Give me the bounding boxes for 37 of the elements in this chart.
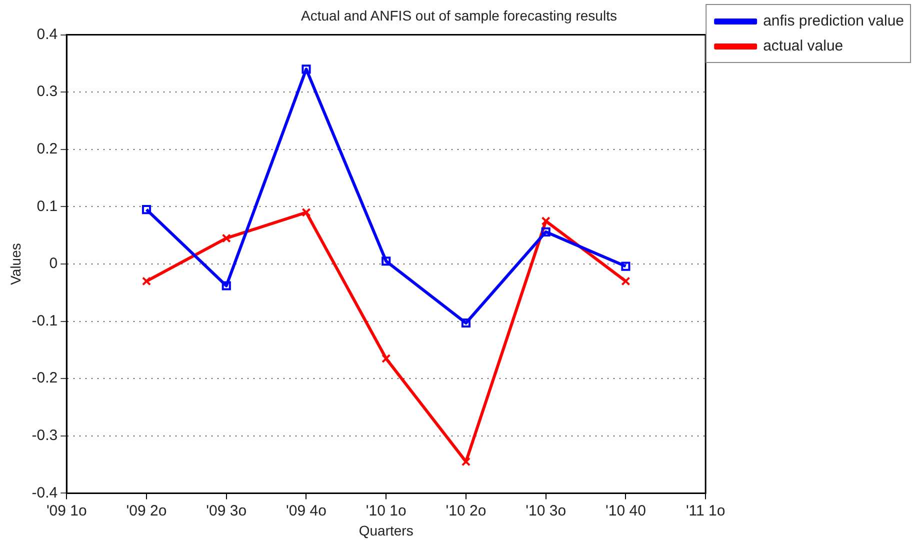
x-tick-label: '10 40: [606, 502, 646, 520]
legend-label: anfis prediction value: [763, 12, 904, 30]
x-axis-title: Quarters: [358, 522, 414, 538]
point: [541, 227, 550, 236]
y-tick-label: 0.3: [36, 83, 58, 100]
y-tick-label: 0.4: [36, 26, 58, 43]
x-tick-label: '11 1o: [686, 502, 726, 520]
point: [142, 276, 152, 286]
x-tick-label: '10 3o: [526, 502, 566, 520]
x-tick-label: '09 3o: [206, 502, 247, 520]
x-tick-label: '09 1o: [46, 502, 87, 520]
point: [621, 262, 630, 271]
point: [621, 276, 630, 286]
y-tick-label: -0.1: [32, 312, 58, 330]
point: [382, 354, 391, 364]
y-tick-label: -0.3: [32, 427, 58, 444]
y-tick-label: 0: [49, 255, 58, 272]
y-tick-label: 0.2: [36, 140, 58, 158]
point: [302, 64, 311, 74]
x-tick-label: '10 2o: [446, 502, 486, 520]
y-tick-label: -0.2: [32, 370, 58, 387]
y-tick-label: 0.1: [36, 198, 58, 215]
legend-label: actual value: [763, 38, 844, 55]
point: [142, 205, 152, 214]
point: [541, 216, 550, 226]
point: [461, 318, 471, 328]
x-tick-label: '09 2o: [126, 502, 167, 520]
point: [461, 457, 471, 466]
x-tick-label: '09 4o: [286, 502, 326, 520]
x-tick-label: '10 1o: [366, 502, 406, 520]
point: [222, 234, 231, 243]
y-tick-label: -0.4: [32, 484, 58, 502]
point: [222, 281, 231, 290]
chart-title: Actual and ANFIS out of sample forecasting results: [301, 7, 617, 24]
y-axis-title: Values: [7, 243, 24, 285]
point: [382, 256, 391, 266]
point: [302, 208, 311, 217]
